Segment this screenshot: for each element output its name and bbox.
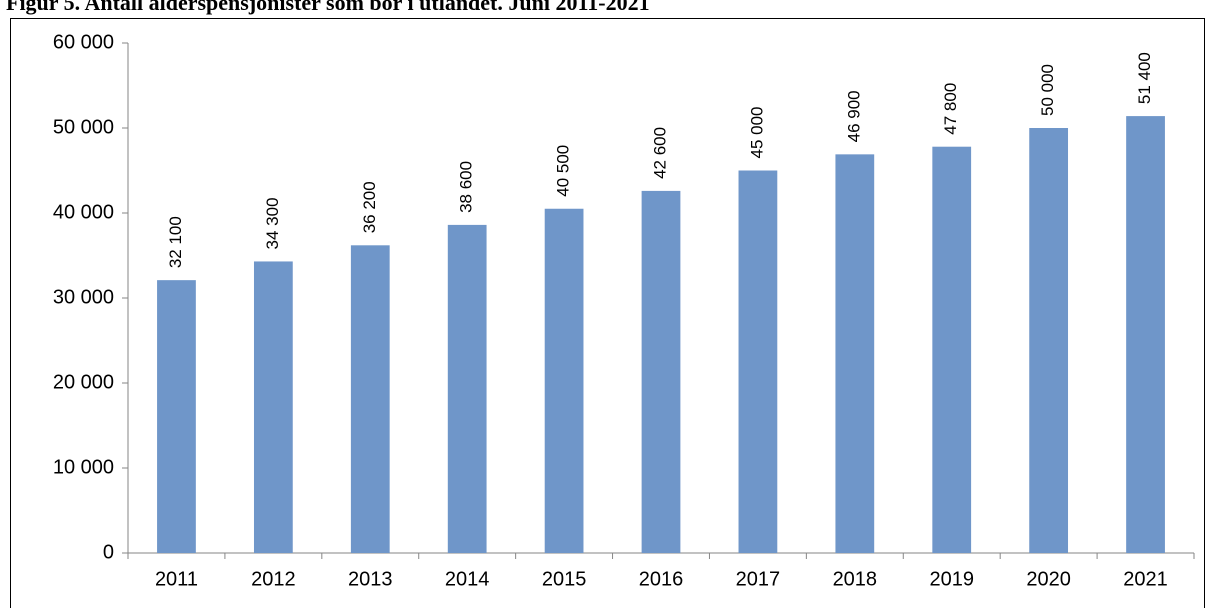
bar	[447, 224, 487, 553]
x-tick-label: 2019	[929, 568, 974, 590]
data-label: 36 200	[360, 181, 379, 233]
x-tick-label: 2021	[1123, 568, 1168, 590]
y-tick-label: 10 000	[53, 456, 114, 478]
x-tick-label: 2014	[445, 568, 490, 590]
y-tick-label: 50 000	[53, 116, 114, 138]
y-tick-label: 60 000	[53, 31, 114, 53]
data-label: 32 100	[166, 216, 185, 268]
data-label: 51 400	[1135, 52, 1154, 104]
x-tick-label: 2016	[639, 568, 684, 590]
bar	[1126, 116, 1165, 553]
bar	[253, 261, 293, 553]
bar	[641, 190, 681, 553]
y-tick-label: 40 000	[53, 201, 114, 223]
data-label: 45 000	[747, 107, 766, 159]
bar	[544, 208, 584, 553]
x-tick-label: 2017	[736, 568, 781, 590]
x-tick-label: 2020	[1026, 568, 1071, 590]
x-tick-label: 2011	[155, 568, 198, 590]
data-label: 40 500	[554, 145, 573, 197]
bar	[835, 154, 875, 553]
data-label: 42 600	[650, 127, 669, 179]
bar	[1029, 128, 1069, 553]
bar	[350, 245, 390, 554]
data-label: 50 000	[1038, 64, 1057, 116]
bar	[157, 280, 196, 553]
data-label: 38 600	[457, 161, 476, 213]
data-label: 34 300	[263, 197, 282, 249]
y-tick-label: 20 000	[53, 371, 114, 393]
bar	[738, 170, 778, 553]
x-tick-label: 2018	[833, 568, 878, 590]
chart-frame	[10, 18, 1205, 608]
x-tick-label: 2013	[348, 568, 393, 590]
y-tick-label: 0	[103, 541, 114, 563]
bar	[932, 146, 972, 553]
x-tick-label: 2015	[542, 568, 587, 590]
x-tick-label: 2012	[251, 568, 296, 590]
chart-title: Figur 5. Antall alderspensjonister som b…	[6, 0, 650, 15]
data-label: 46 900	[844, 90, 863, 142]
y-tick-label: 30 000	[53, 286, 114, 308]
data-label: 47 800	[941, 83, 960, 135]
